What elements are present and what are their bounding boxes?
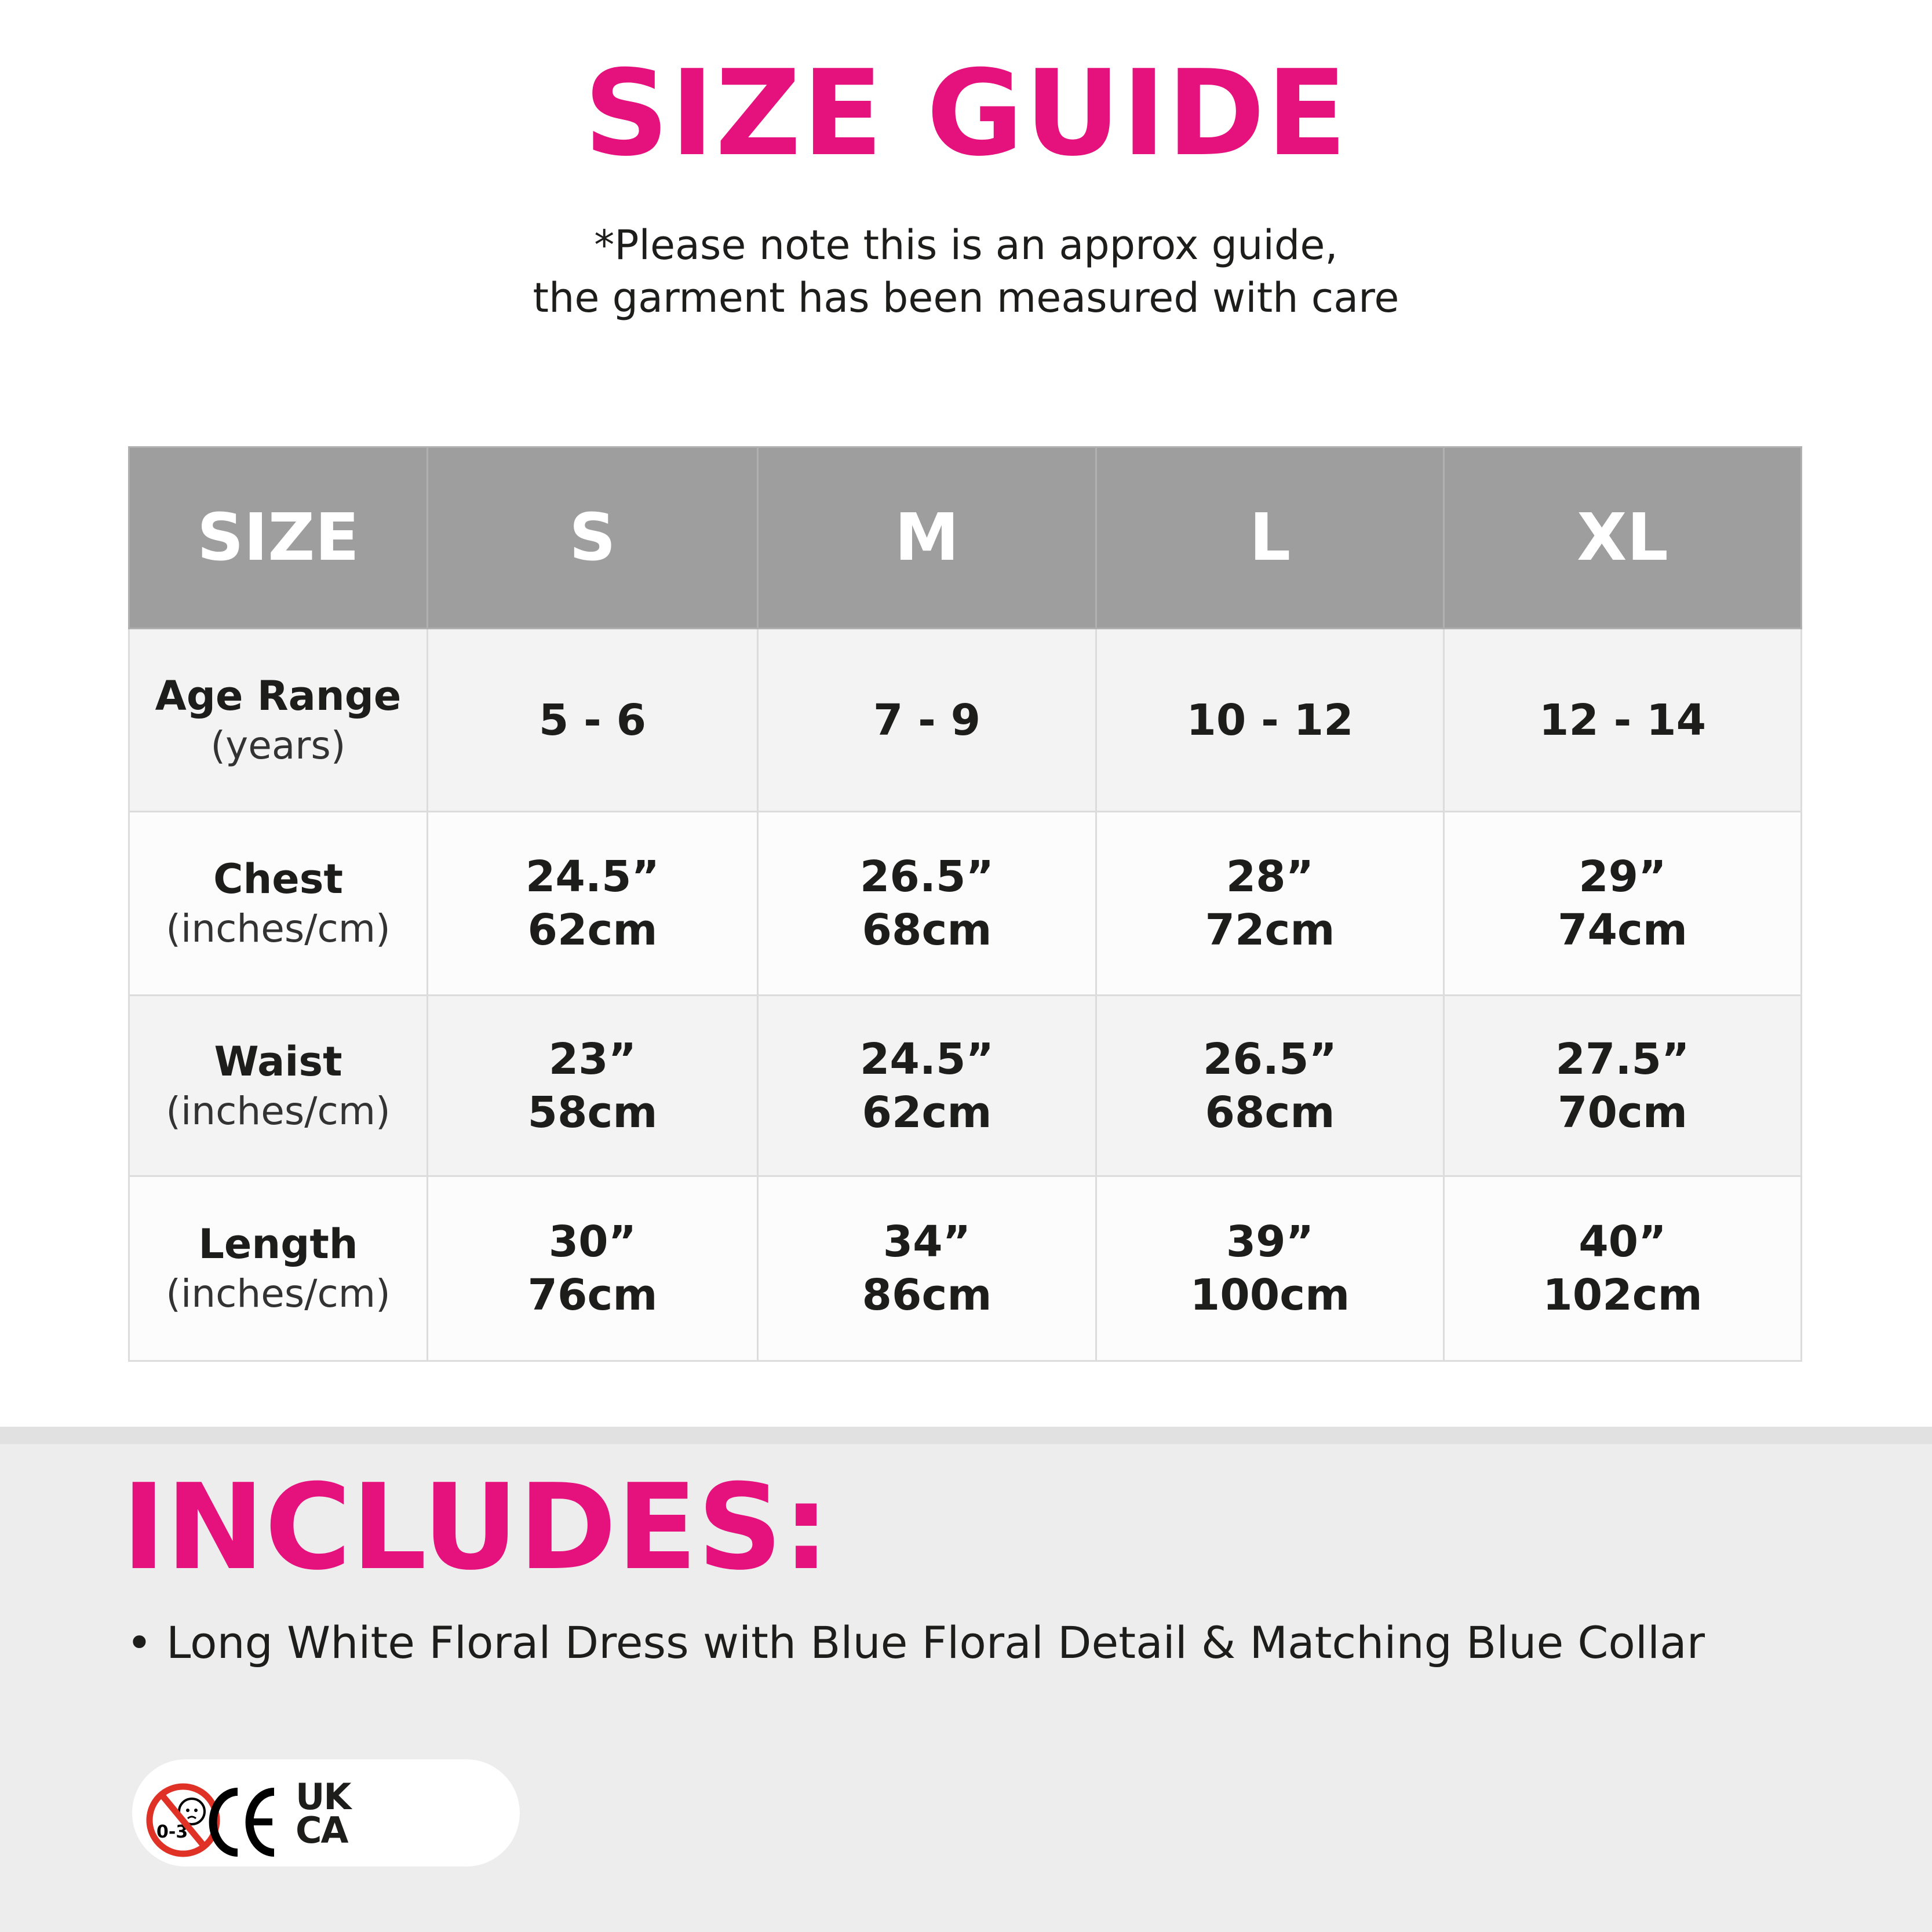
value-cell: 39” 100cm (1095, 1175, 1445, 1362)
cell-value: 28” (1226, 852, 1314, 902)
row-label-cell: Waist (inches/cm) (128, 994, 428, 1177)
row-label: Age Range (155, 672, 402, 720)
value-cell: 7 - 9 (757, 628, 1097, 812)
cell-value: 76cm (527, 1270, 658, 1320)
cell-value: 68cm (862, 905, 992, 955)
row-label: Waist (214, 1037, 342, 1085)
cell-value: 27.5” (1555, 1034, 1690, 1084)
cell-value: 24.5” (525, 852, 660, 902)
header-size-m: M (757, 446, 1097, 629)
row-label-cell: Age Range (years) (128, 628, 428, 812)
cell-value: 10 - 12 (1186, 695, 1354, 745)
cell-value: 30” (548, 1217, 637, 1267)
row-label-cell: Chest (inches/cm) (128, 811, 428, 996)
value-cell: 29” 74cm (1443, 811, 1802, 996)
value-cell: 26.5” 68cm (757, 811, 1097, 996)
cell-value: 68cm (1205, 1087, 1335, 1138)
page-title: SIZE GUIDE (584, 45, 1348, 183)
table-row: Age Range (years) 5 - 6 7 - 9 10 - 12 12 - 14 (128, 628, 1802, 812)
not-suitable-under-3-icon: 0-3 (146, 1783, 220, 1857)
cell-value: 26.5” (1202, 1034, 1337, 1084)
cell-value: 23” (548, 1034, 637, 1084)
row-label-cell: Length (inches/cm) (128, 1175, 428, 1362)
table-row: Waist (inches/cm) 23” 58cm 24.5” 62cm 26.5” 68c… (128, 994, 1802, 1177)
ukca-mark-icon: UK CA (296, 1776, 351, 1851)
cell-value: 70cm (1558, 1087, 1687, 1138)
cell-value: 72cm (1205, 905, 1335, 955)
row-unit: (inches/cm) (166, 1271, 391, 1316)
cell-value: 62cm (527, 905, 658, 955)
cell-value: 26.5” (859, 852, 994, 902)
safety-badges: 0-3 UK CA (132, 1759, 520, 1867)
row-unit: (years) (210, 723, 346, 768)
value-cell: 12 - 14 (1443, 628, 1802, 812)
value-cell: 40” 102cm (1443, 1175, 1802, 1362)
value-cell: 28” 72cm (1095, 811, 1445, 996)
cell-value: 86cm (862, 1270, 992, 1320)
header-size-xl: XL (1443, 446, 1802, 629)
value-cell: 26.5” 68cm (1095, 994, 1445, 1177)
cell-value: 74cm (1558, 905, 1687, 955)
cell-value: 102cm (1543, 1270, 1703, 1320)
cell-value: 12 - 14 (1539, 695, 1707, 745)
value-cell: 34” 86cm (757, 1175, 1097, 1362)
includes-title: INCLUDES: (122, 1459, 830, 1596)
size-table: SIZE S M L XL Age Range (years) 5 - 6 7 - 9 10 -… (128, 446, 1802, 1362)
cell-value: 34” (883, 1217, 971, 1267)
ce-mark-icon (209, 1788, 275, 1857)
cell-value: 7 - 9 (873, 695, 981, 745)
size-note: *Please note this is an approx guide, th… (0, 219, 1932, 325)
note-line: the garment has been measured with care (533, 274, 1399, 322)
svg-text:0-3: 0-3 (156, 1822, 188, 1842)
value-cell: 23” 58cm (427, 994, 759, 1177)
value-cell: 24.5” 62cm (757, 994, 1097, 1177)
cell-value: 39” (1226, 1217, 1314, 1267)
row-unit: (inches/cm) (166, 1088, 391, 1133)
cell-value: 58cm (527, 1087, 658, 1138)
note-line: *Please note this is an approx guide, (594, 221, 1338, 269)
cell-value: 5 - 6 (538, 695, 647, 745)
value-cell: 5 - 6 (427, 628, 759, 812)
cell-value: 62cm (862, 1087, 992, 1138)
table-header-row: SIZE S M L XL (128, 446, 1802, 629)
header-size-l: L (1095, 446, 1445, 629)
value-cell: 27.5” 70cm (1443, 994, 1802, 1177)
row-label: Length (198, 1220, 358, 1268)
table-row: Chest (inches/cm) 24.5” 62cm 26.5” 68cm 28” 72c… (128, 811, 1802, 996)
row-unit: (inches/cm) (166, 906, 391, 951)
header-size: SIZE (128, 446, 428, 629)
cell-value: 40” (1579, 1217, 1667, 1267)
cell-value: 100cm (1190, 1270, 1350, 1320)
table-row: Length (inches/cm) 30” 76cm 34” 86cm 39” 100cm 4… (128, 1175, 1802, 1362)
row-label: Chest (213, 855, 343, 903)
cell-value: 29” (1579, 852, 1667, 902)
value-cell: 10 - 12 (1095, 628, 1445, 812)
cell-value: 24.5” (859, 1034, 994, 1084)
value-cell: 24.5” 62cm (427, 811, 759, 996)
value-cell: 30” 76cm (427, 1175, 759, 1362)
includes-item: • Long White Floral Dress with Blue Flor… (126, 1617, 1705, 1668)
header-size-s: S (427, 446, 759, 629)
